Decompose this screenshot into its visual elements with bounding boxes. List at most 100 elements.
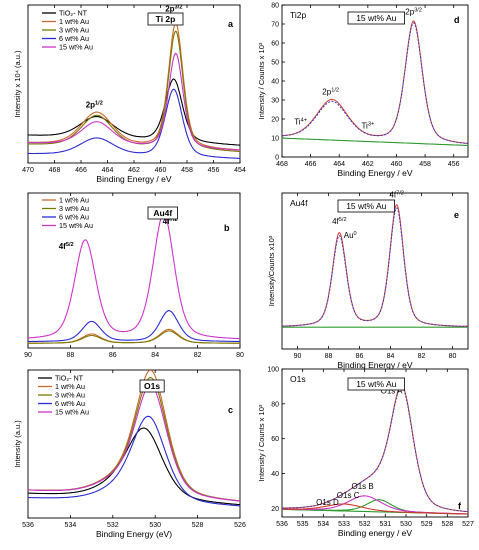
series-line-15-wt-au [28, 213, 240, 340]
x-tick-label: 458 [419, 161, 431, 168]
x-tick-label: 462 [362, 161, 374, 168]
x-axis-label: Binding energy / eV [338, 528, 413, 538]
panel-letter: c [228, 405, 233, 415]
peak-annotation: 2p1/2 [322, 87, 339, 96]
y-tick-label: 40 [271, 79, 279, 86]
x-tick-label: 532 [107, 522, 119, 529]
panel-title-box [147, 206, 179, 220]
panel-corner-label: O1s [290, 374, 306, 384]
y-axis-label: Intensity / Counts x 10³ [257, 42, 266, 119]
x-axis-label: Binding Energy (eV) [96, 529, 172, 539]
panel-a: 470 468 466 464 462 460 458 456 454 Binding Energ… [13, 4, 246, 184]
legend-entry: 6 wt% Au [55, 399, 85, 408]
peak-annotation: O1s C [337, 491, 360, 500]
x-tick-label: 454 [234, 167, 246, 174]
panel-f: 536 535 534 533 532 531 530 529 528 527 20 40 60 80 10… [257, 367, 474, 539]
legend-entry: TiO₂- NT [59, 9, 88, 18]
peak-annotation: Au0 [344, 231, 357, 240]
panel-letter: b [224, 223, 230, 233]
y-tick-label: 70 [271, 22, 279, 29]
series-line-tio-nt [28, 427, 240, 506]
y-tick-label: 50 [271, 60, 279, 67]
x-tick-label: 82 [194, 352, 202, 359]
legend-entry: 15 wt% Au [55, 408, 89, 417]
peak-annotation: 2p1/2 [86, 101, 103, 110]
legend-entry: 1 wt% Au [59, 196, 89, 205]
fit-line-1 [282, 20, 468, 144]
series-line-tio-nt [28, 78, 240, 146]
y-tick-label: 80 [271, 3, 279, 10]
panel-title: Au4f [153, 208, 172, 218]
panel-title-box [139, 379, 165, 393]
x-tick-label: 527 [462, 521, 474, 528]
x-tick-label: 460 [155, 167, 167, 174]
fit-line-5 [282, 386, 468, 513]
y-axis-label: Intensity / Counts x 10³ [257, 404, 266, 481]
x-axis-label: Binding Energy / eV [337, 360, 412, 370]
plot-frame [281, 368, 469, 518]
peak-annotation: 4f5/2 [332, 217, 346, 226]
x-tick-label: 529 [421, 521, 433, 528]
y-axis-label: Intensity x 10⁴ (a.u.) [13, 50, 22, 118]
x-tick-label: 536 [22, 522, 34, 529]
legend-entry: 3 wt% Au [59, 204, 89, 213]
plot-area [282, 20, 468, 147]
x-tick-label: 536 [276, 521, 288, 528]
panel-title-box [337, 199, 395, 213]
x-tick-label: 533 [338, 521, 350, 528]
series-line-6-wt-au [28, 415, 240, 507]
panel-e: 90 88 86 84 82 80 Binding Energy / eV Intensity… [267, 191, 469, 370]
x-tick-label: 460 [391, 161, 403, 168]
series-line-15-wt-au [28, 384, 240, 502]
x-tick-label: 526 [234, 522, 246, 529]
plot-area [28, 22, 240, 159]
fit-line-2 [282, 22, 468, 145]
fit-line-1 [282, 204, 468, 327]
component-line-2 [282, 495, 468, 515]
x-tick-label: 530 [149, 522, 161, 529]
y-tick-label: 0 [275, 155, 279, 162]
y-tick-label: 100 [267, 367, 279, 374]
x-tick-label: 88 [325, 353, 333, 360]
fit-line-2 [282, 207, 468, 327]
peak-annotation: 2p3/2 [405, 8, 422, 17]
panel-letter: d [454, 15, 460, 25]
panel-title: Ti 2p [156, 14, 176, 24]
y-tick-label: 40 [271, 471, 279, 478]
peak-annotation: Ti4+ [294, 118, 307, 127]
x-tick-label: 456 [208, 167, 220, 174]
x-tick-label: 466 [75, 167, 87, 174]
panel-letter: e [454, 210, 459, 220]
peak-annotation: Ti3+ [361, 122, 374, 131]
y-tick-label: 30 [271, 98, 279, 105]
x-tick-label: 534 [317, 521, 329, 528]
panel-letter: a [228, 19, 234, 29]
plot-frame [27, 192, 241, 349]
y-tick-label: 10 [271, 136, 279, 143]
peak-annotation: 4f5/2 [59, 242, 74, 251]
y-tick-label: 60 [271, 436, 279, 443]
x-tick-label: 80 [449, 353, 457, 360]
x-tick-label: 534 [65, 522, 77, 529]
x-tick-label: 531 [379, 521, 391, 528]
peak-annotation: 4f7/2 [163, 217, 178, 226]
plot-frame [281, 192, 469, 350]
y-axis-label: Intensity/Counts x10³ [267, 235, 276, 306]
y-tick-label: 20 [271, 117, 279, 124]
x-tick-label: 86 [356, 353, 364, 360]
y-tick-label: 80 [271, 401, 279, 408]
x-tick-label: 466 [305, 161, 317, 168]
x-tick-label: 535 [297, 521, 309, 528]
x-tick-label: 80 [236, 352, 244, 359]
series-line-6-wt-au [28, 88, 240, 159]
x-tick-label: 468 [276, 161, 288, 168]
x-tick-label: 90 [24, 352, 32, 359]
legend-entry: 15 wt% Au [59, 43, 93, 52]
panel-title: 15 wt% Au [356, 13, 396, 23]
plot-area [282, 204, 468, 328]
x-tick-label: 464 [102, 167, 114, 174]
panel-letter: f [458, 501, 462, 511]
panel-c: 536 534 532 530 528 526 Binding Energy (eV) Int… [13, 369, 246, 539]
plot-frame [281, 4, 469, 158]
